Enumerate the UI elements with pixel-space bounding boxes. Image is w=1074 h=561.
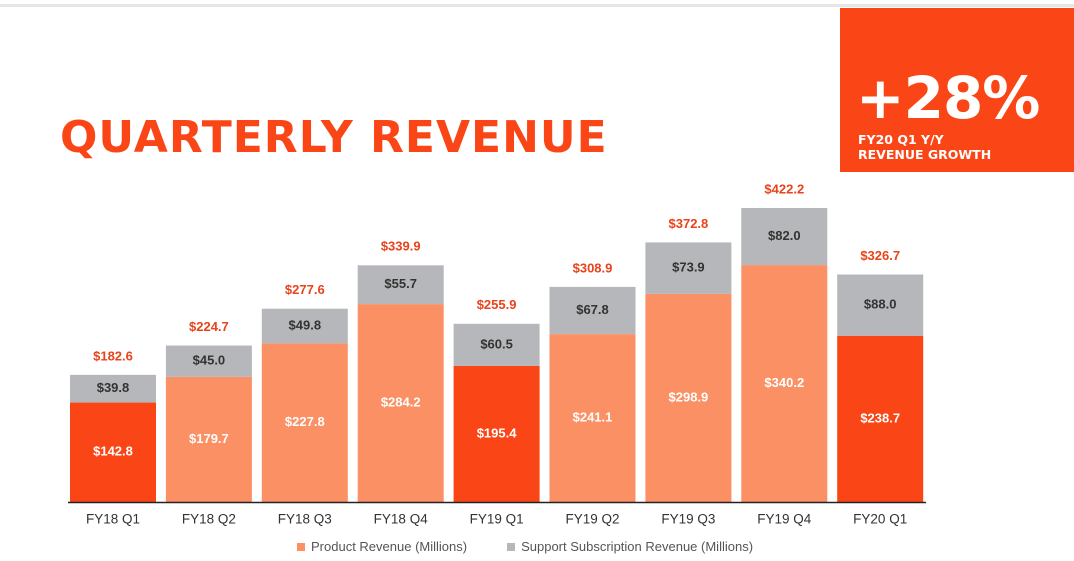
data-label-product: $142.8	[93, 444, 133, 459]
bar-product	[549, 334, 636, 502]
legend-item-support: Support Subscription Revenue (Millions)	[507, 539, 753, 554]
x-tick-label: FY18 Q1	[86, 512, 140, 527]
bar-support	[549, 286, 636, 335]
data-label-product: $284.2	[381, 394, 421, 409]
x-tick-label: FY19 Q4	[757, 512, 812, 527]
bar-product	[357, 304, 444, 502]
data-label-product: $179.7	[189, 431, 229, 446]
x-tick-label: FY18 Q3	[278, 512, 332, 527]
growth-caption-line1: FY20 Q1 Y/Y	[858, 132, 944, 147]
bar-product	[645, 293, 732, 502]
bar-support	[357, 265, 444, 305]
data-label-total: $182.6	[93, 348, 133, 363]
data-label-support: $60.5	[480, 336, 513, 351]
bar-support	[165, 345, 252, 377]
bar-product	[741, 265, 828, 502]
bar-product	[165, 376, 252, 502]
page-title: QUARTERLY REVENUE	[60, 112, 608, 163]
x-tick-label: FY18 Q4	[374, 512, 429, 527]
data-label-support: $88.0	[864, 297, 897, 312]
data-label-product: $227.8	[285, 414, 325, 429]
data-label-total: $326.7	[860, 248, 900, 263]
bar-product	[261, 343, 348, 502]
bar-support	[261, 308, 348, 344]
data-label-total: $308.9	[573, 260, 613, 275]
bar-product	[453, 365, 540, 502]
x-tick-label: FY19 Q2	[565, 512, 619, 527]
data-label-product: $340.2	[764, 375, 804, 390]
bar-support	[70, 374, 156, 403]
data-label-product: $195.4	[477, 425, 518, 440]
data-label-product: $238.7	[860, 410, 900, 425]
data-label-total: $255.9	[477, 297, 517, 312]
data-label-product: $241.1	[573, 409, 613, 424]
legend-label-product: Product Revenue (Millions)	[311, 539, 468, 554]
legend-label-support: Support Subscription Revenue (Millions)	[521, 539, 754, 554]
data-label-support: $67.8	[576, 302, 609, 317]
growth-caption: FY20 Q1 Y/Y REVENUE GROWTH	[858, 132, 991, 162]
bar-support	[645, 242, 732, 294]
bar-support	[837, 274, 924, 336]
data-label-total: $422.2	[764, 181, 804, 196]
data-label-support: $45.0	[193, 353, 226, 368]
x-tick-label: FY19 Q1	[470, 512, 524, 527]
data-label-support: $82.0	[768, 228, 801, 243]
x-tick-label: FY18 Q2	[182, 512, 236, 527]
legend-swatch-product	[297, 542, 305, 551]
chart-legend: Product Revenue (Millions) Support Subsc…	[297, 539, 753, 554]
data-label-product: $298.9	[669, 389, 709, 404]
bar-support	[453, 323, 540, 366]
data-label-total: $277.6	[285, 282, 325, 297]
data-label-support: $39.8	[97, 380, 130, 395]
legend-item-product: Product Revenue (Millions)	[297, 539, 467, 554]
data-label-total: $372.8	[669, 216, 709, 231]
revenue-chart: $142.8 $39.8 $182.6 FY18 Q1 $179.7 $45.0 $224.…	[68, 181, 926, 527]
x-tick-label: FY20 Q1	[853, 512, 907, 527]
top-rule	[0, 4, 1074, 7]
bar-support	[741, 208, 828, 266]
legend-swatch-support	[507, 542, 516, 551]
growth-caption-line2: REVENUE GROWTH	[858, 147, 992, 162]
growth-value: +28%	[856, 64, 1040, 132]
data-label-total: $339.9	[381, 239, 421, 254]
x-tick-label: FY19 Q3	[661, 512, 715, 527]
data-label-total: $224.7	[189, 319, 229, 334]
growth-badge: +28% FY20 Q1 Y/Y REVENUE GROWTH	[840, 8, 1074, 172]
data-label-support: $55.7	[384, 276, 417, 291]
bar-product	[70, 402, 156, 502]
bar-product	[837, 335, 924, 502]
data-label-support: $73.9	[672, 260, 705, 275]
data-label-support: $49.8	[289, 317, 322, 332]
